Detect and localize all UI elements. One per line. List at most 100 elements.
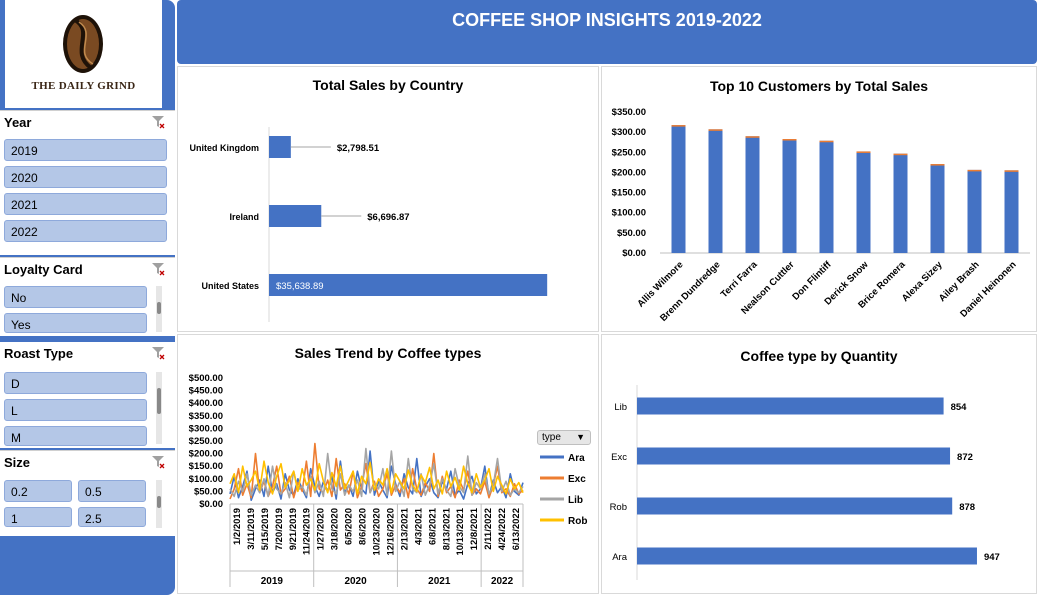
slicer-item-1[interactable]: 1 — [4, 507, 72, 527]
y-tick-label: $100.00 — [612, 208, 646, 219]
slicer-item-2021[interactable]: 2021 — [4, 193, 167, 215]
x-tick-label: 2/11/2022 — [483, 508, 494, 550]
category-label: United States — [201, 281, 259, 291]
y-tick-label: $50.00 — [617, 228, 646, 239]
y-tick-label: $200.00 — [189, 449, 223, 460]
x-tick-label: 8/6/2020 — [358, 508, 369, 545]
bar — [856, 151, 871, 253]
customers-column-chart: $0.00 $50.00 $100.00 $150.00 $200.00 $250.00 $… — [612, 107, 1030, 324]
bar — [708, 129, 723, 253]
x-tick-label: 11/24/2019 — [302, 508, 313, 555]
data-label: $2,798.51 — [337, 143, 380, 154]
bar-top-accent — [1004, 170, 1019, 172]
bar — [745, 136, 760, 253]
slicer-roast-type: Roast Type D L M — [0, 340, 175, 448]
x-tick-label: 9/21/2019 — [288, 508, 299, 550]
legend-label: Lib — [568, 495, 583, 506]
data-label: 878 — [959, 502, 975, 513]
bar — [782, 139, 797, 253]
clear-filter-icon[interactable] — [151, 346, 165, 360]
y-tick-label: $250.00 — [189, 436, 223, 447]
slicer-item-2022[interactable]: 2022 — [4, 220, 167, 242]
bar — [1004, 170, 1019, 253]
y-tick-label: $150.00 — [189, 461, 223, 472]
year-group-label: 2020 — [344, 576, 367, 587]
slicer-item-no[interactable]: No — [4, 286, 147, 308]
slicer-title-roast: Roast Type — [4, 346, 74, 361]
slicer-year: Year 2019 2020 2021 2022 — [0, 110, 175, 255]
x-tick-label: 7/20/2019 — [274, 508, 285, 550]
slicer-item-0-5[interactable]: 0.5 — [78, 480, 146, 502]
bar — [269, 274, 548, 296]
y-tick-label: $350.00 — [612, 107, 646, 118]
x-tick-label: 10/13/2021 — [455, 507, 466, 555]
page-title: COFFEE SHOP INSIGHTS 2019-2022 — [452, 10, 762, 30]
series-line-rob — [229, 460, 524, 495]
slicer-item-2020[interactable]: 2020 — [4, 166, 167, 188]
x-tick-label: 1/2/2019 — [232, 508, 243, 545]
slicer-size: Size 0.2 0.5 1 2.5 — [0, 450, 175, 536]
category-label: Exc — [611, 452, 627, 463]
logo-brand-text: THE DAILY GRIND — [31, 80, 136, 92]
slicer-item-0-2[interactable]: 0.2 — [4, 480, 72, 502]
slicer-scrollbar[interactable] — [156, 286, 162, 332]
chart-title: Top 10 Customers by Total Sales — [709, 78, 929, 94]
bar-top-accent — [967, 169, 982, 172]
legend-label: Ara — [568, 453, 585, 464]
slicer-title-size: Size — [4, 455, 31, 470]
legend-filter-label: type — [542, 432, 561, 443]
coffee-bean-logo-icon — [63, 15, 103, 73]
bar-top-accent — [930, 164, 945, 166]
y-tick-label: $400.00 — [189, 398, 223, 409]
x-tick-label: 6/8/2021 — [427, 507, 438, 545]
slicer-scrollbar[interactable] — [156, 372, 162, 444]
y-tick-label: $0.00 — [622, 248, 646, 259]
slicer-scrollbar[interactable] — [156, 480, 162, 528]
bar — [269, 136, 291, 158]
clear-filter-icon[interactable] — [151, 455, 165, 469]
legend-filter-dropdown[interactable]: type ▼ — [537, 430, 591, 445]
data-label: $35,638.89 — [276, 281, 324, 292]
bar — [637, 497, 953, 515]
chart-title: Sales Trend by Coffee types — [294, 345, 482, 361]
clear-filter-icon[interactable] — [151, 115, 165, 129]
slicer-loyalty-card: Loyalty Card No Yes — [0, 257, 175, 336]
slicer-item-m[interactable]: M — [4, 426, 147, 446]
chevron-down-icon: ▼ — [576, 432, 585, 442]
y-tick-label: $250.00 — [612, 147, 646, 158]
y-tick-label: $500.00 — [189, 373, 223, 384]
bar — [671, 125, 686, 253]
year-group-label: 2019 — [261, 576, 284, 587]
slicer-item-d[interactable]: D — [4, 372, 147, 394]
slicer-item-2-5[interactable]: 2.5 — [78, 507, 146, 527]
x-tick-label: 6/13/2022 — [511, 508, 522, 550]
year-group-label: 2022 — [491, 576, 514, 587]
category-label: United Kingdom — [190, 143, 260, 153]
data-label: 854 — [951, 402, 968, 413]
slicer-item-l[interactable]: L — [4, 399, 147, 421]
slicer-item-yes[interactable]: Yes — [4, 313, 147, 333]
x-tick-label: 4/24/2022 — [497, 508, 508, 550]
x-tick-label: 5/15/2019 — [260, 508, 271, 550]
x-tick-label: 3/18/2020 — [330, 508, 341, 550]
bar-top-accent — [819, 140, 834, 143]
year-group-label: 2021 — [428, 576, 451, 587]
bar — [637, 397, 944, 415]
bar-top-accent — [782, 139, 797, 141]
bar — [967, 169, 982, 253]
x-tick-label: 1/27/2020 — [316, 508, 327, 550]
x-tick-label: 12/8/2021 — [469, 507, 480, 550]
slicer-item-2019[interactable]: 2019 — [4, 139, 167, 161]
clear-filter-icon[interactable] — [151, 262, 165, 276]
category-label: Ireland — [229, 212, 259, 222]
x-tick-label: 12/16/2020 — [385, 508, 396, 556]
chart-top-10-customers[interactable]: Top 10 Customers by Total Sales $0.00 $50… — [601, 66, 1037, 332]
chart-coffee-type-by-quantity[interactable]: Coffee type by Quantity Lib 854 Exc 872 Rob 8… — [601, 334, 1037, 594]
chart-total-sales-by-country[interactable]: Total Sales by Country United Kingdom $2,… — [177, 66, 599, 332]
bar — [819, 140, 834, 253]
bar — [269, 205, 322, 227]
y-tick-label: $200.00 — [612, 167, 646, 178]
chart-sales-trend[interactable]: Sales Trend by Coffee types $0.00 $50.00 $… — [177, 334, 599, 594]
x-tick-label: 3/11/2019 — [246, 508, 257, 550]
bar-top-accent — [856, 151, 871, 153]
